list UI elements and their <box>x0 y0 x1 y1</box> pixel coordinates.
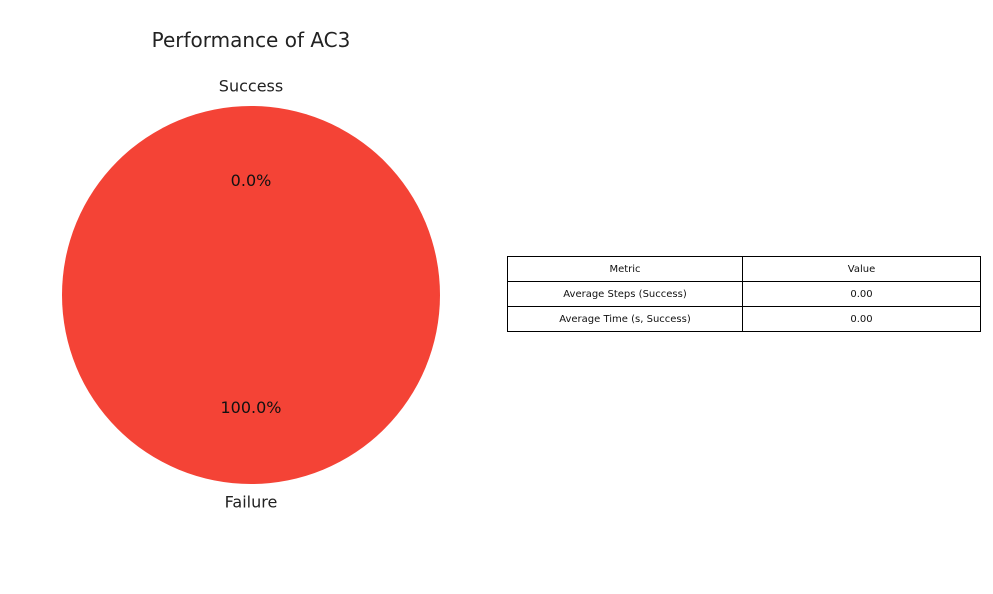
table-header-value: Value <box>742 256 981 282</box>
chart-title: Performance of AC3 <box>151 28 351 52</box>
table-cell-metric: Average Steps (Success) <box>507 281 743 307</box>
pie-category-label-success: Success <box>219 77 283 96</box>
pie-slices <box>62 106 440 484</box>
table-cell-metric: Average Time (s, Success) <box>507 306 743 332</box>
table-header-row: Metric Value <box>507 256 981 282</box>
pie-labels: Success 0.0% Failure 100.0% <box>219 77 283 512</box>
table-cell-value: 0.00 <box>742 306 981 332</box>
pie-percent-label-failure: 100.0% <box>220 398 281 417</box>
table-cell-value: 0.00 <box>742 281 981 307</box>
metrics-table: Metric Value Average Steps (Success) 0.0… <box>507 256 981 332</box>
table-row: Average Steps (Success) 0.00 <box>507 281 981 307</box>
table-header-metric: Metric <box>507 256 743 282</box>
pie-percent-label-success: 0.0% <box>231 171 272 190</box>
pie-slice-failure <box>62 106 440 484</box>
pie-category-label-failure: Failure <box>225 492 278 511</box>
table-row: Average Time (s, Success) 0.00 <box>507 306 981 332</box>
